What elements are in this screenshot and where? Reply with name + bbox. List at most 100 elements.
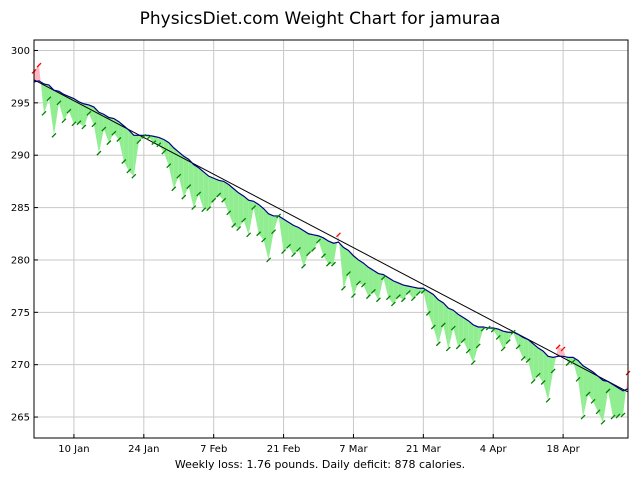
weight-point	[530, 378, 536, 384]
below-trend-area	[613, 384, 619, 418]
below-trend-area	[208, 176, 214, 209]
weight-point	[186, 184, 192, 190]
below-trend-area	[68, 96, 74, 124]
below-trend-area	[548, 356, 554, 401]
below-trend-area	[573, 357, 579, 380]
chart-title: PhysicsDiet.com Weight Chart for jamuraa	[139, 9, 501, 29]
weight-point	[306, 251, 311, 257]
y-tick-label: 275	[11, 308, 30, 319]
below-trend-area	[513, 332, 519, 347]
below-trend-area	[498, 329, 504, 349]
weight-point	[246, 232, 252, 238]
weight-point	[41, 110, 47, 116]
below-trend-area	[323, 237, 329, 265]
weight-point	[101, 126, 107, 132]
weight-point	[66, 108, 72, 114]
below-trend-area	[538, 347, 544, 383]
weight-point	[346, 271, 351, 277]
weight-point	[455, 344, 461, 350]
regression-line-group	[33, 79, 629, 393]
below-trend-area	[463, 317, 469, 352]
below-trend-area	[328, 241, 334, 265]
weight-point	[151, 140, 157, 146]
trend-line	[33, 80, 629, 392]
below-trend-area	[313, 234, 319, 250]
below-trend-area	[173, 147, 179, 189]
weight-point	[620, 412, 626, 418]
below-trend-area	[148, 135, 154, 143]
below-trend-area	[518, 334, 524, 359]
weight-point	[550, 368, 556, 374]
weight-point	[475, 343, 481, 349]
trend-line-group	[33, 80, 629, 392]
weight-point	[341, 285, 346, 291]
below-trend-area	[403, 285, 409, 300]
weight-point	[326, 261, 331, 267]
weight-point	[56, 100, 62, 106]
chart-footer: Weekly loss: 1.76 pounds. Daily deficit:…	[174, 458, 466, 471]
below-trend-area	[83, 103, 89, 127]
below-trend-area	[388, 277, 394, 304]
below-trend-area	[88, 104, 94, 125]
above-trend-area	[338, 234, 340, 243]
below-trend-area	[378, 273, 384, 300]
weight-point	[410, 296, 416, 302]
weight-point	[156, 142, 162, 148]
above-trend-area	[558, 346, 564, 357]
weight-point	[206, 206, 212, 212]
y-tick-label: 300	[11, 46, 30, 57]
weight-point	[321, 253, 326, 259]
weight-point	[61, 118, 67, 124]
weight-point	[580, 414, 586, 420]
below-trend-area	[43, 83, 49, 114]
weight-point	[525, 358, 531, 363]
below-trend-area	[288, 222, 294, 255]
below-trend-area	[73, 98, 79, 124]
weight-point	[241, 217, 247, 223]
below-trend-area	[198, 167, 204, 210]
weight-point	[545, 397, 551, 403]
weight-point	[251, 205, 257, 211]
weight-point	[565, 361, 571, 367]
weight-point	[146, 134, 152, 140]
weight-point	[201, 207, 207, 213]
below-trend-area	[408, 286, 414, 299]
below-trend-area	[565, 356, 569, 364]
x-tick-label: 4 Apr	[480, 444, 508, 455]
y-tick-label: 270	[11, 360, 30, 371]
below-trend-area	[333, 242, 338, 265]
below-trend-area	[448, 308, 454, 349]
below-trend-area	[123, 125, 129, 171]
weight-point	[360, 282, 366, 288]
weight-point	[585, 391, 591, 397]
below-trend-area	[103, 114, 109, 143]
weight-point	[385, 295, 391, 301]
weight-point	[425, 310, 431, 316]
weight-point	[435, 341, 441, 347]
weight-point	[380, 275, 386, 281]
below-trend-area	[343, 247, 349, 289]
x-tick-label: 10 Jan	[58, 444, 89, 455]
below-trend-area	[393, 280, 399, 304]
weight-point	[555, 344, 561, 350]
weight-point	[510, 329, 516, 335]
x-tick-label: 18 Apr	[547, 444, 581, 455]
weight-point	[36, 62, 42, 68]
below-trend-area	[258, 204, 264, 241]
x-tick-label: 21 Feb	[267, 444, 301, 455]
below-trend-area	[458, 314, 464, 347]
weight-point	[296, 247, 302, 252]
below-trend-area	[493, 328, 499, 338]
weight-point	[301, 263, 307, 269]
x-tick-label: 24 Jan	[128, 444, 159, 455]
weight-point	[480, 326, 486, 332]
below-trend-area	[603, 380, 609, 423]
weight-point	[460, 338, 466, 344]
x-tick-label: 7 Feb	[200, 444, 227, 455]
below-trend-area	[48, 85, 54, 136]
y-tick-label: 295	[11, 98, 30, 109]
above-trend-area	[337, 234, 339, 243]
below-trend-area	[608, 381, 614, 418]
weight-point	[610, 414, 616, 420]
